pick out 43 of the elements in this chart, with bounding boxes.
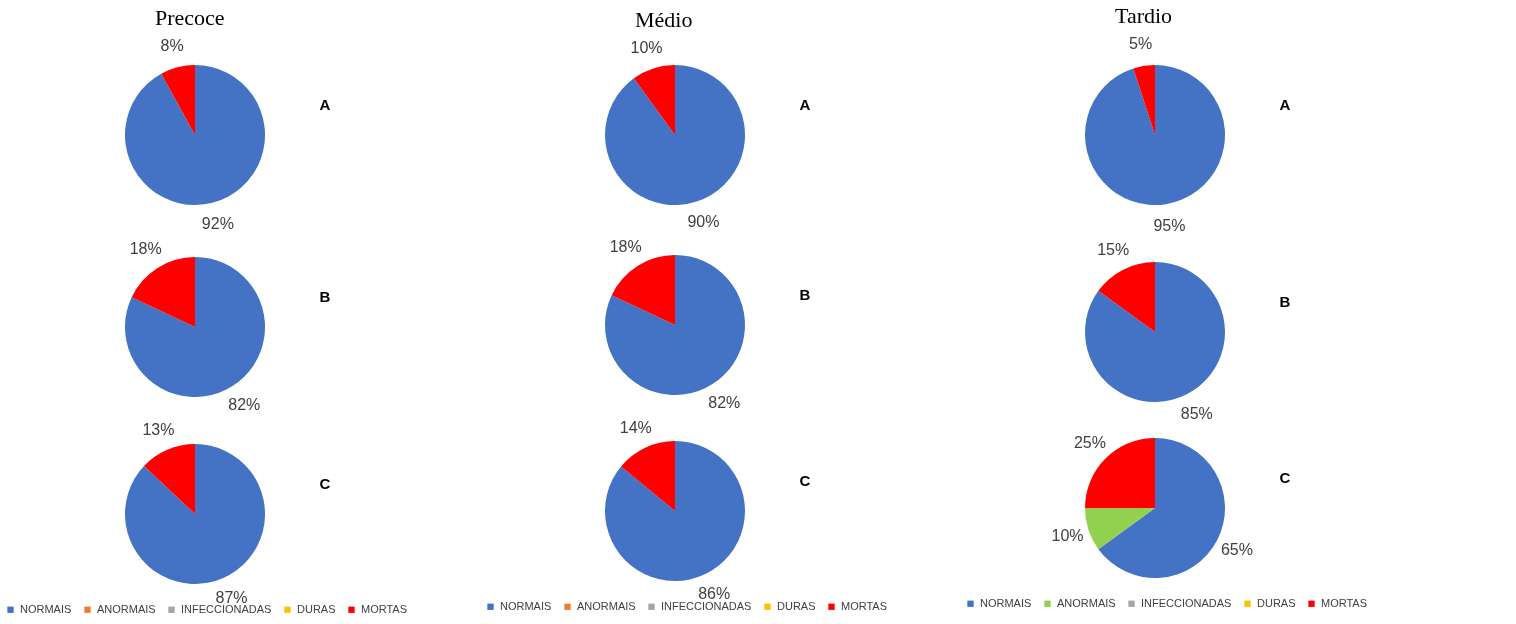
legend-label: DURAS: [1257, 596, 1296, 609]
slice-label: A: [1279, 96, 1291, 113]
data-label: 10%: [1051, 527, 1084, 545]
data-label: 8%: [160, 36, 184, 54]
chart-title: Médio: [635, 6, 693, 32]
chart-title: Precoce: [155, 4, 225, 30]
slice-label: B: [319, 288, 331, 305]
data-label: 15%: [1097, 241, 1130, 259]
data-label: 13%: [142, 420, 175, 438]
slice-label: B: [1279, 293, 1291, 310]
legend-label: NORMAIS: [500, 599, 552, 612]
legend-label: DURAS: [297, 602, 336, 615]
data-label: 10%: [630, 38, 663, 56]
data-label: 85%: [1180, 404, 1213, 422]
data-label: 90%: [687, 213, 720, 231]
data-label: 18%: [129, 240, 162, 258]
slice-label: C: [319, 475, 331, 492]
legend-label: ANORMAIS: [1057, 596, 1116, 609]
chart-title: Tardio: [1115, 3, 1173, 29]
legend-label: NORMAIS: [20, 602, 72, 615]
legend-label: ANORMAIS: [577, 599, 636, 612]
legend-label: INFECCIONADAS: [181, 602, 272, 615]
legend-label: DURAS: [777, 599, 816, 612]
slice-label: A: [319, 96, 331, 113]
data-label: 25%: [1073, 433, 1106, 451]
legend-label: MORTAS: [1321, 596, 1368, 609]
legend-label: ANORMAIS: [97, 602, 156, 615]
slice-label: A: [799, 96, 811, 113]
data-label: 18%: [609, 238, 642, 256]
legend-label: INFECCIONADAS: [1141, 596, 1232, 609]
data-label: 14%: [619, 418, 652, 436]
slice-label: B: [799, 286, 811, 303]
data-label: 82%: [228, 395, 261, 413]
data-label: 92%: [201, 215, 234, 233]
data-label: 95%: [1153, 216, 1186, 234]
legend-label: NORMAIS: [980, 596, 1032, 609]
legend-label: MORTAS: [841, 599, 888, 612]
data-label: 82%: [708, 393, 741, 411]
data-label: 5%: [1129, 35, 1153, 53]
legend-label: MORTAS: [361, 602, 408, 615]
slice-label: C: [1279, 469, 1291, 486]
data-label: 65%: [1220, 540, 1253, 558]
slice-label: C: [799, 472, 811, 489]
